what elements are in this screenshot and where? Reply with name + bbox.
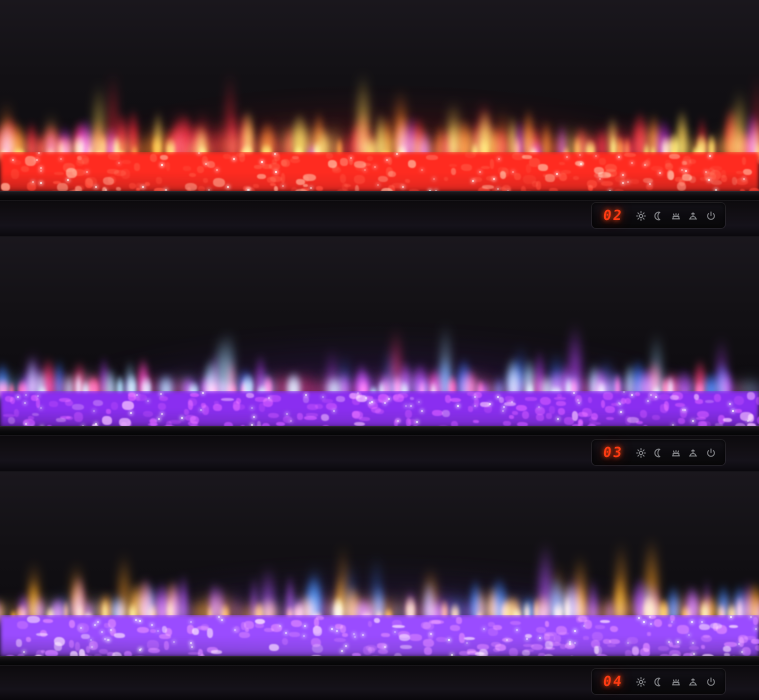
control-icon-row-2 <box>635 447 716 458</box>
control-bar-1[interactable]: 02 <box>592 203 725 228</box>
moon-icon[interactable] <box>653 677 663 687</box>
hearth-lip-3 <box>0 656 759 665</box>
divider-hairline-top-1 <box>0 200 759 201</box>
firebox-3 <box>0 472 759 665</box>
mode-readout-2: 03 <box>602 444 624 461</box>
power-icon[interactable] <box>706 210 716 221</box>
moon-icon[interactable] <box>653 211 663 221</box>
flame-low-icon[interactable] <box>671 211 681 221</box>
control-icon-row-1 <box>635 210 716 221</box>
flame-high-icon[interactable] <box>688 448 698 458</box>
moon-icon[interactable] <box>653 448 663 458</box>
hearth-lip-highlight-3 <box>0 656 759 657</box>
ember-crystals-2 <box>0 391 759 435</box>
flame-low-icon[interactable] <box>671 677 681 687</box>
firebox-2 <box>0 237 759 435</box>
flame-high-icon[interactable] <box>688 211 698 221</box>
flame-high-icon[interactable] <box>688 677 698 687</box>
divider-hairline-top-2 <box>0 435 759 436</box>
control-bar-2[interactable]: 03 <box>592 440 725 465</box>
hearth-lip-2 <box>0 426 759 435</box>
power-icon[interactable] <box>706 447 716 458</box>
control-icon-row-3 <box>635 676 716 687</box>
divider-hairline-bottom-1 <box>0 236 759 237</box>
firebox-1 <box>0 0 759 200</box>
fireplace-panel-1 <box>0 0 759 200</box>
brightness-icon[interactable] <box>635 447 646 458</box>
power-icon[interactable] <box>706 676 716 687</box>
hearth-lip-1 <box>0 191 759 200</box>
brightness-icon[interactable] <box>635 676 646 687</box>
divider-hairline-top-3 <box>0 665 759 666</box>
divider-hairline-bottom-2 <box>0 471 759 472</box>
mode-readout-3: 04 <box>602 673 624 690</box>
flame-low-icon[interactable] <box>671 448 681 458</box>
fireplace-panel-3 <box>0 472 759 665</box>
hearth-lip-highlight-1 <box>0 191 759 192</box>
mode-readout-1: 02 <box>602 207 624 224</box>
fireplace-panel-2 <box>0 237 759 435</box>
control-bar-3[interactable]: 04 <box>592 669 725 694</box>
hearth-lip-highlight-2 <box>0 426 759 427</box>
brightness-icon[interactable] <box>635 210 646 221</box>
